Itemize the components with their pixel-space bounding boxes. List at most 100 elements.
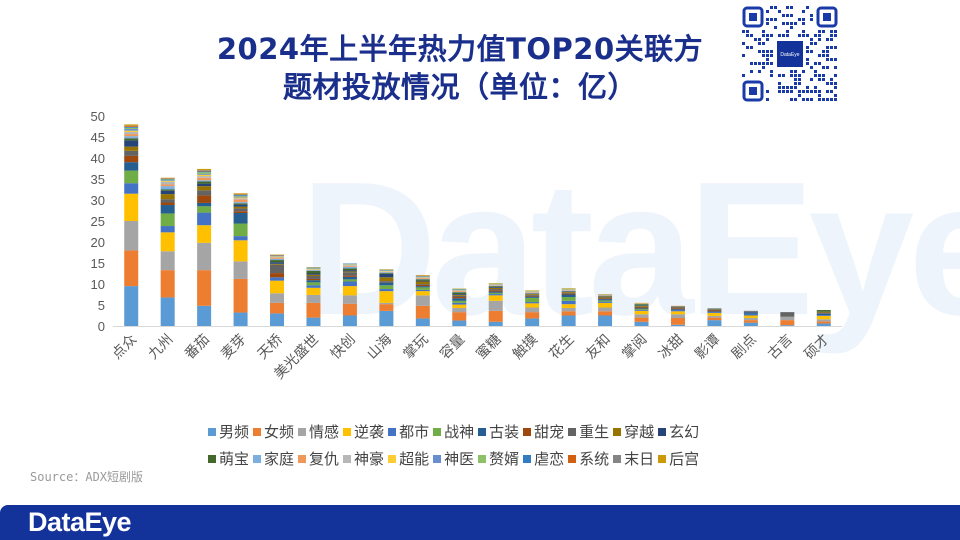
bar-segment-番茄-家庭	[197, 180, 212, 182]
bar-segment-九州-重生	[160, 199, 175, 203]
bar-segment-九州-神医	[160, 180, 175, 182]
bar-segment-九州-情感	[160, 251, 175, 271]
legend-item-神医: 神医	[433, 448, 474, 469]
legend-swatch	[478, 427, 487, 436]
bar-segment-麦芽-逆袭	[233, 240, 248, 262]
bar-segment-触摸-穿越	[525, 294, 540, 295]
bar-segment-容量-复仇	[452, 291, 467, 292]
bar-segment-掌玩-女频	[415, 305, 430, 319]
bar-segment-番茄-神豪	[197, 176, 212, 178]
bar-segment-剧点-情感	[743, 318, 758, 321]
bar-segment-快创-战神	[342, 279, 357, 282]
bar-segment-番茄-战神	[197, 206, 212, 213]
legend-label: 玄幻	[669, 423, 700, 441]
bar-segment-番茄-末日	[197, 170, 212, 172]
bar-segment-快创-神豪	[342, 265, 357, 266]
bar-segment-天桥-都市	[270, 277, 285, 281]
legend-swatch	[208, 427, 216, 436]
bar-segment-点众-复仇	[124, 134, 139, 137]
bar-segment-影谭-重生	[707, 309, 722, 311]
legend-label: 后宫	[669, 450, 700, 468]
bar-segment-番茄-赘婿	[197, 172, 212, 174]
chart-title-line2: 题材投放情况（单位：亿）	[282, 70, 637, 104]
bar-segment-点众-家庭	[124, 136, 139, 139]
legend-swatch	[343, 454, 352, 463]
bar-segment-蜜糖-穿越	[488, 287, 503, 290]
bar-segment-天桥-萌宝	[270, 260, 285, 263]
legend-item-家庭: 家庭	[253, 448, 294, 469]
legend-label: 都市	[399, 423, 430, 441]
bar-segment-快创-都市	[342, 281, 357, 287]
dataeye-logo: DataEye	[28, 507, 132, 537]
bar-segment-山海-情感	[379, 302, 394, 305]
bar-segment-古言-情感	[780, 316, 795, 321]
bar-segment-花生-甜宠	[561, 293, 576, 295]
bar-segment-花生-女频	[561, 311, 576, 316]
bar-segment-番茄-超能	[197, 174, 212, 177]
legend-label: 复仇	[309, 450, 340, 468]
bar-segment-天桥-女频	[270, 302, 285, 314]
bar-segment-麦芽-甜宠	[233, 211, 248, 214]
legend-label: 战神	[444, 423, 475, 441]
bar-segment-剧点-男频	[743, 322, 758, 326]
bar-segment-点众-情感	[124, 221, 139, 251]
legend-item-情感: 情感	[298, 421, 339, 442]
legend-label: 情感	[309, 423, 340, 441]
legend-swatch	[523, 427, 532, 436]
bar-segment-剧点-女频	[743, 320, 758, 323]
bar-segment-硕才-都市	[816, 315, 831, 316]
bar-segment-美光盛世-情感	[306, 294, 321, 303]
bar-segment-友和-穿越	[598, 296, 613, 298]
bar-segment-快创-复仇	[342, 265, 357, 267]
legend-label: 男频	[219, 423, 250, 441]
legend-swatch	[433, 427, 442, 436]
bar-segment-容量-萌宝	[452, 292, 467, 295]
y-tick-label: 40	[91, 151, 105, 166]
legend-label: 女频	[264, 423, 295, 441]
bar-segment-硕才-女频	[816, 321, 831, 324]
bar-segment-麦芽-重生	[233, 208, 248, 212]
bar-segment-美光盛世-萌宝	[306, 270, 321, 274]
legend-swatch	[343, 427, 352, 436]
bar-segment-点众-男频	[124, 286, 139, 326]
legend-item-男频: 男频	[208, 421, 249, 442]
legend-label: 虐恋	[534, 450, 565, 468]
qr-code-icon: DataEye	[742, 6, 838, 102]
x-tick-label: 天桥	[255, 332, 286, 363]
bar-segment-山海-战神	[379, 285, 394, 290]
bar-segment-九州-甜宠	[160, 202, 175, 206]
legend-swatch	[253, 427, 262, 436]
x-tick-label: 冰甜	[656, 332, 687, 363]
x-tick-label: 掌阅	[619, 332, 650, 363]
x-tick-label: 蜜糖	[473, 332, 504, 363]
bar-segment-天桥-玄幻	[270, 262, 285, 264]
bar-segment-友和-情感	[598, 307, 613, 312]
bar-segment-番茄-逆袭	[197, 225, 212, 243]
bar-segment-美光盛世-重生	[306, 276, 321, 279]
bar-segment-触摸-甜宠	[525, 295, 540, 297]
bar-segment-花生-穿越	[561, 291, 576, 293]
bar-segment-美光盛世-古装	[306, 280, 321, 283]
bar-segment-蜜糖-情感	[488, 300, 503, 311]
bar-segment-触摸-古装	[525, 296, 540, 298]
bar-segment-冰甜-男频	[670, 324, 685, 326]
y-tick-label: 15	[91, 256, 105, 271]
legend-label: 神豪	[354, 450, 385, 468]
bar-segment-点众-神豪	[124, 131, 139, 135]
bar-segment-天桥-复仇	[270, 257, 285, 259]
legend-swatch	[523, 454, 532, 463]
bar-segment-快创-玄幻	[342, 270, 357, 272]
bar-segment-美光盛世-女频	[306, 302, 321, 318]
bar-segment-九州-家庭	[160, 186, 175, 190]
legend-label: 赘婿	[489, 450, 520, 468]
bar-segment-容量-男频	[452, 320, 467, 326]
bar-segment-九州-逆袭	[160, 232, 175, 252]
bar-segment-剧点-古装	[743, 312, 758, 314]
bar-segment-山海-男频	[379, 310, 394, 326]
footer-bar: DataEye	[0, 505, 960, 540]
bar-segment-番茄-虐恋	[197, 171, 212, 173]
bar-segment-蜜糖-女频	[488, 310, 503, 322]
bar-segment-掌玩-逆袭	[415, 291, 430, 296]
bar-segment-蜜糖-逆袭	[488, 295, 503, 301]
bar-segment-点众-赘婿	[124, 127, 139, 130]
